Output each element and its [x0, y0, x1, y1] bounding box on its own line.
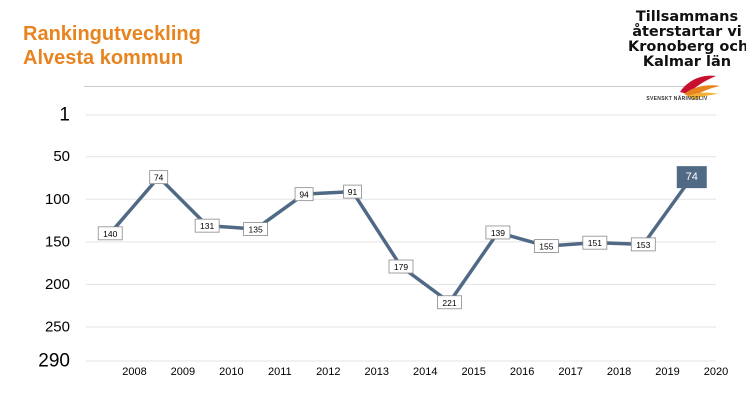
data-label-box: [676, 166, 707, 189]
data-label: 74: [149, 170, 169, 185]
x-tick-label: 2020: [704, 366, 728, 378]
data-label: 91: [343, 184, 362, 199]
data-label-text: 153: [636, 240, 650, 250]
x-tick-label: 2010: [219, 366, 243, 378]
data-label-box: [437, 295, 462, 310]
data-label-box: [194, 218, 220, 233]
data-label: 155: [533, 239, 559, 253]
x-tick-label: 2018: [607, 366, 631, 378]
logo-line-1: Tillsammans: [635, 10, 739, 25]
x-tick-label: 2014: [413, 366, 437, 378]
x-tick-label: 2013: [365, 366, 389, 378]
title-line-1: Rankingutveckling: [23, 23, 201, 45]
y-tick-label: 150: [45, 233, 70, 250]
logo-text: Tillsammans återstartar vi Kronoberg och…: [628, 10, 746, 70]
logo: Tillsammans återstartar vi Kronoberg och…: [628, 10, 746, 110]
data-label: 151: [582, 235, 608, 250]
data-label-box: [533, 239, 559, 253]
y-tick-label: 100: [45, 191, 70, 208]
data-label: 135: [243, 222, 269, 236]
logo-subtext: SVENSKT NÄRINGSLIV: [646, 96, 708, 102]
data-label-text: 151: [588, 238, 602, 248]
x-tick-label: 2019: [655, 366, 679, 378]
header-divider: [84, 86, 690, 87]
x-tick-label: 2009: [171, 366, 195, 378]
data-label-text: 131: [200, 221, 214, 231]
data-labels: 140 74 131 135 94 91 179 221 139 155 151 153 74: [97, 166, 707, 310]
logo-line-2: återstartar vi: [632, 24, 742, 40]
data-label-text: 74: [154, 173, 164, 183]
data-label-highlight: 74: [676, 166, 707, 189]
data-label-text: 139: [491, 228, 505, 238]
data-label-text: 140: [103, 229, 117, 239]
data-label: 179: [388, 259, 414, 274]
data-label-box: [630, 237, 656, 252]
x-tick-label: 2011: [268, 366, 292, 378]
data-label-text: 135: [249, 225, 263, 235]
y-tick-label: 250: [45, 318, 70, 335]
data-label: 221: [437, 295, 462, 310]
data-label: 139: [485, 225, 511, 240]
data-label-box: [343, 184, 362, 199]
data-label: 153: [630, 237, 656, 252]
data-label-box: [149, 170, 169, 185]
x-tick-label: 2016: [510, 366, 534, 378]
data-label-box: [294, 187, 314, 202]
data-label-box: [485, 225, 511, 240]
logo-line-4: Kalmar län: [642, 54, 732, 70]
data-label-text: 91: [348, 187, 358, 197]
page-title: Rankingutveckling Alvesta kommun: [23, 22, 201, 70]
data-label-text: 94: [299, 190, 309, 200]
data-label-box: [97, 226, 123, 241]
bird-icon: [680, 75, 720, 100]
data-label-box: [388, 259, 414, 274]
y-tick-label: 50: [53, 148, 70, 165]
data-label-text: 221: [442, 298, 456, 308]
logo-line-3: Kronoberg och: [628, 39, 746, 55]
data-label-box: [243, 222, 269, 236]
x-tick-label: 2008: [122, 366, 146, 378]
x-tick-label: 2017: [558, 366, 582, 378]
data-label: 131: [194, 218, 220, 233]
data-label-box: [582, 235, 608, 250]
x-tick-label: 2012: [316, 366, 340, 378]
x-tick-label: 2015: [461, 366, 485, 378]
data-label-text: 179: [394, 262, 408, 272]
y-tick-label: 1: [59, 105, 70, 126]
data-label-text: 74: [686, 171, 698, 183]
data-label: 140: [97, 226, 123, 241]
y-tick-label: 290: [38, 351, 70, 372]
gridlines: [86, 114, 716, 362]
y-tick-label: 200: [45, 276, 70, 293]
data-label: 94: [294, 187, 314, 202]
title-line-2: Alvesta kommun: [23, 47, 184, 69]
x-axis-ticks: 2008 2009 2010 2011 2012 2013 2014 2015 2016 2017…: [122, 366, 728, 378]
data-label-text: 155: [539, 242, 553, 252]
